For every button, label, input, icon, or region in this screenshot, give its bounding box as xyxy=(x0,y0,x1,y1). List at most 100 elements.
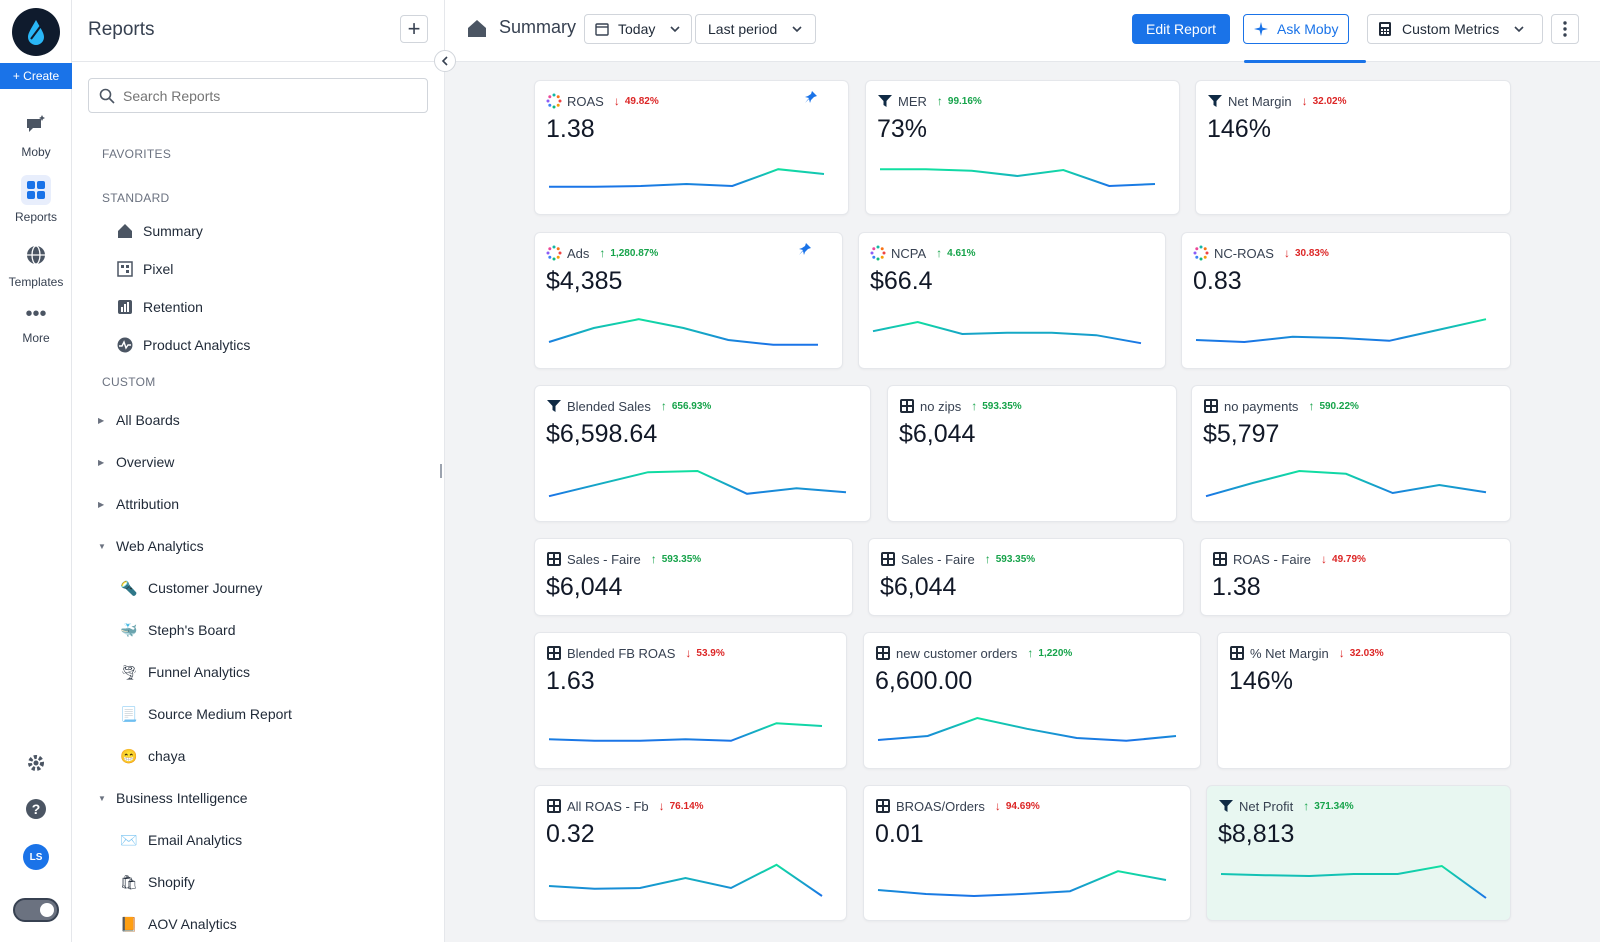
tree-item-stephs-board[interactable]: 🐳 Steph's Board xyxy=(120,619,235,641)
arrow-up-icon: ↑ xyxy=(936,246,943,260)
compare-dropdown[interactable]: Last period xyxy=(695,14,817,44)
metric-change: ↑ 99.16% xyxy=(937,94,982,108)
metric-card[interactable]: Net Profit ↑ 371.34% $8,813 xyxy=(1206,785,1511,921)
metric-card[interactable]: no payments ↑ 590.22% $5,797 xyxy=(1191,385,1511,522)
metric-card[interactable]: new customer orders ↑ 1,220% 6,600.00 xyxy=(863,632,1201,769)
custom-metrics-dropdown[interactable]: Custom Metrics xyxy=(1367,14,1543,44)
metric-value: 0.01 xyxy=(875,820,924,848)
tree-item-email-analytics[interactable]: ✉️ Email Analytics xyxy=(120,829,242,851)
collapse-sidebar-button[interactable] xyxy=(434,50,456,72)
tree-web-analytics[interactable]: ▼ Web Analytics xyxy=(98,535,204,557)
rail-item-more[interactable]: ••• More xyxy=(0,302,72,346)
metric-value: 1.63 xyxy=(546,667,595,695)
tree-item-aov-analytics[interactable]: 📙 AOV Analytics xyxy=(120,913,236,935)
metric-name: ROAS xyxy=(567,93,604,109)
sparkline-series xyxy=(549,168,825,188)
sidebar-item-retention[interactable]: Retention xyxy=(116,296,203,318)
arrow-up-icon: ↑ xyxy=(936,94,943,108)
metric-card[interactable]: BROAS/Orders ↓ 94.69% 0.01 xyxy=(863,785,1191,921)
metric-card[interactable]: Sales - Faire ↑ 593.35% $6,044 xyxy=(534,538,853,616)
search-input[interactable] xyxy=(123,87,403,104)
calculator-icon xyxy=(546,645,562,661)
metric-change: ↓ 53.9% xyxy=(685,646,724,660)
metric-card[interactable]: no zips ↑ 593.35% $6,044 xyxy=(887,385,1177,522)
tree-item-funnel-analytics[interactable]: 🌪 Funnel Analytics xyxy=(120,661,250,683)
rail-item-moby[interactable]: Moby xyxy=(0,110,72,159)
metric-header: no zips ↑ 593.35% xyxy=(899,398,1022,414)
metric-name: Sales - Faire xyxy=(901,551,975,567)
rail-item-reports[interactable]: Reports xyxy=(0,175,72,224)
metric-name: no zips xyxy=(920,398,962,414)
tree-item-shopify[interactable]: 🛍 Shopify xyxy=(120,871,195,893)
metric-value: $4,385 xyxy=(546,267,623,295)
metric-card[interactable]: Blended Sales ↑ 656.93% $6,598.64 xyxy=(534,385,871,522)
arrow-up-icon: ↑ xyxy=(599,246,606,260)
sparkle-icon xyxy=(1254,22,1268,36)
edit-report-button[interactable]: Edit Report xyxy=(1132,14,1231,44)
metric-change: ↓ 49.79% xyxy=(1321,552,1366,566)
theme-toggle[interactable] xyxy=(13,898,59,922)
sidebar-item-product-analytics[interactable]: Product Analytics xyxy=(116,334,250,356)
bar-chart-icon xyxy=(116,298,134,316)
arrow-down-icon: ↓ xyxy=(1321,552,1328,566)
metric-card[interactable]: Net Margin ↓ 32.02% 146% xyxy=(1195,80,1511,215)
custom-metrics-label: Custom Metrics xyxy=(1402,21,1500,37)
active-indicator xyxy=(1244,60,1366,63)
metric-card[interactable]: Sales - Faire ↑ 593.35% $6,044 xyxy=(868,538,1184,616)
sidebar-item-pixel[interactable]: Pixel xyxy=(116,258,173,280)
section-standard: STANDARD xyxy=(102,191,170,205)
tree-business-intelligence[interactable]: ▼ Business Intelligence xyxy=(98,787,248,809)
metric-change-value: 53.9% xyxy=(696,647,725,659)
metric-card[interactable]: NCPA ↑ 4.61% $66.4 xyxy=(858,232,1166,369)
metric-card[interactable]: Blended FB ROAS ↓ 53.9% 1.63 xyxy=(534,632,847,769)
metric-card[interactable]: % Net Margin ↓ 32.03% 146% xyxy=(1217,632,1511,769)
metric-value: $8,813 xyxy=(1218,820,1295,848)
tree-overview[interactable]: ▶ Overview xyxy=(98,451,174,473)
resize-handle[interactable] xyxy=(440,464,442,478)
help-icon[interactable]: ? xyxy=(0,798,72,820)
metric-change: ↓ 76.14% xyxy=(659,799,704,813)
sparkline-series xyxy=(548,863,823,897)
triple-whale-icon xyxy=(1193,245,1209,261)
tree-attribution[interactable]: ▶ Attribution xyxy=(98,493,179,515)
metric-card[interactable]: ROAS - Faire ↓ 49.79% 1.38 xyxy=(1200,538,1511,616)
metric-card[interactable]: ROAS ↓ 49.82% 1.38 xyxy=(534,80,849,215)
settings-gear-icon[interactable] xyxy=(0,753,72,773)
tree-item-source-medium[interactable]: 📃 Source Medium Report xyxy=(120,703,292,725)
sparkline-series xyxy=(1195,318,1487,344)
arrow-up-icon: ↑ xyxy=(1027,646,1034,660)
pin-icon[interactable] xyxy=(799,243,811,258)
metric-card[interactable]: Ads ↑ 1,280.87% $4,385 xyxy=(534,232,843,369)
calculator-icon xyxy=(546,551,562,567)
rail-item-templates[interactable]: Templates xyxy=(0,240,72,289)
create-button[interactable]: + Create xyxy=(0,63,72,89)
metric-header: NC-ROAS ↓ 30.83% xyxy=(1193,245,1329,261)
sidebar-item-summary[interactable]: Summary xyxy=(116,220,203,242)
tree-all-boards[interactable]: ▶ All Boards xyxy=(98,409,180,431)
ask-moby-button[interactable]: Ask Moby xyxy=(1243,14,1350,44)
sparkline-series xyxy=(1205,469,1487,498)
date-range-dropdown[interactable]: Today xyxy=(584,14,693,44)
metric-change: ↓ 30.83% xyxy=(1284,246,1329,260)
more-options-button[interactable] xyxy=(1551,14,1579,44)
metric-name: Net Margin xyxy=(1228,93,1292,109)
kebab-icon xyxy=(1563,21,1567,37)
tree-label: Customer Journey xyxy=(148,580,263,596)
sparkline xyxy=(548,863,823,897)
app-logo[interactable] xyxy=(12,8,60,56)
tree-label: Email Analytics xyxy=(148,832,243,848)
envelope-icon: ✉️ xyxy=(120,831,138,848)
metric-card[interactable]: MER ↑ 99.16% 73% xyxy=(865,80,1180,215)
search-box xyxy=(88,78,428,113)
avatar[interactable]: LS xyxy=(23,844,49,870)
metric-change: ↓ 49.82% xyxy=(614,94,659,108)
tree-item-chaya[interactable]: 😁 chaya xyxy=(120,745,185,767)
tree-item-customer-journey[interactable]: 🔦 Customer Journey xyxy=(120,577,262,599)
tree-label: Web Analytics xyxy=(116,538,204,554)
pin-icon[interactable] xyxy=(805,91,817,106)
sparkline-series xyxy=(877,870,1167,898)
pixel-icon xyxy=(116,260,134,278)
add-report-button[interactable]: + xyxy=(400,15,428,43)
metric-card[interactable]: All ROAS - Fb ↓ 76.14% 0.32 xyxy=(534,785,847,921)
metric-card[interactable]: NC-ROAS ↓ 30.83% 0.83 xyxy=(1181,232,1511,369)
